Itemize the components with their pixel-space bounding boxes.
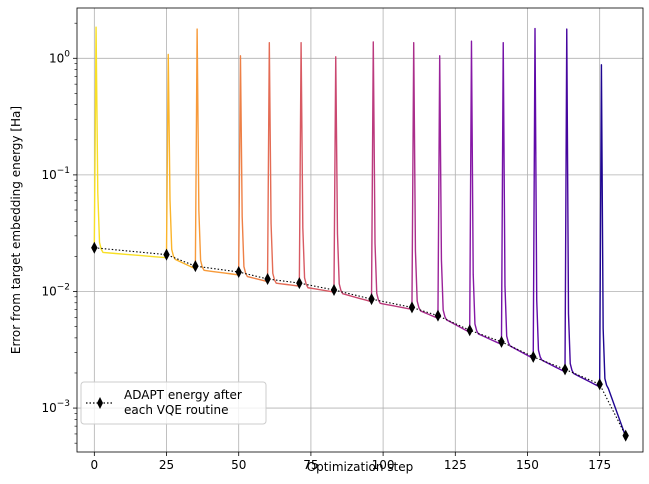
adapt-point-2 xyxy=(192,260,199,273)
adapt-point-6 xyxy=(330,283,338,296)
adapt-point-0 xyxy=(91,241,98,254)
y-tick-label-3: 100 xyxy=(49,49,70,65)
vqe-segment-8 xyxy=(411,42,439,319)
adapt-series xyxy=(91,241,629,442)
adapt-point-13 xyxy=(561,363,569,376)
adapt-point-3 xyxy=(235,265,242,278)
legend-label-line-2: each VQE routine xyxy=(124,403,228,417)
y-tick-label-0: 10−3 xyxy=(41,399,70,415)
legend-box xyxy=(80,381,267,425)
adapt-point-14 xyxy=(596,378,603,391)
adapt-point-10 xyxy=(466,324,473,337)
vqe-segment-7 xyxy=(370,41,413,311)
adapt-point-8 xyxy=(408,301,416,314)
adapt-point-9 xyxy=(434,309,442,322)
vqe-segment-4 xyxy=(266,42,300,287)
vqe-segment-12 xyxy=(532,27,566,373)
vqe-segment-14 xyxy=(598,64,627,437)
vqe-segment-13 xyxy=(564,28,601,388)
adapt-point-12 xyxy=(530,350,537,363)
x-tick-label-7: 175 xyxy=(588,458,611,472)
vqe-segment-3 xyxy=(238,55,268,283)
vqe-segment-0 xyxy=(93,26,167,259)
adapt-point-4 xyxy=(264,272,271,285)
vqe-segment-2 xyxy=(194,28,239,276)
vqe-segment-5 xyxy=(298,42,335,293)
x-tick-label-3: 75 xyxy=(303,458,318,472)
vqe-segment-1 xyxy=(165,53,196,270)
vqe-segment-11 xyxy=(500,42,534,360)
adapt-point-5 xyxy=(296,277,303,290)
plot-frame xyxy=(76,7,644,453)
x-tick-label-4: 100 xyxy=(372,458,395,472)
x-axis: 0 25 50 75 100 125 150 175 xyxy=(91,452,611,472)
x-axis-label: Optimization step xyxy=(307,460,414,474)
adapt-point-7 xyxy=(368,293,375,306)
x-tick-label-2: 50 xyxy=(231,458,246,472)
series-layer xyxy=(93,26,627,437)
adapt-point-11 xyxy=(498,335,505,348)
x-tick-label-0: 0 xyxy=(91,458,99,472)
vqe-segment-6 xyxy=(333,56,372,303)
y-tick-label-1: 10−2 xyxy=(41,282,70,298)
adapt-point-15 xyxy=(622,429,629,442)
x-tick-label-5: 125 xyxy=(444,458,467,472)
x-tick-label-6: 150 xyxy=(516,458,539,472)
y-axis: 10−3 10−2 10−1 100 xyxy=(41,22,77,444)
legend-marker xyxy=(97,397,103,409)
adapt-point-1 xyxy=(163,248,170,261)
y-axis-label: Error from target embedding energy [Ha] xyxy=(9,106,23,354)
x-tick-label-1: 25 xyxy=(159,458,174,472)
legend-label-line-1: ADAPT energy after xyxy=(124,388,242,402)
y-tick-label-2: 10−1 xyxy=(41,166,70,182)
adapt-line xyxy=(94,247,627,436)
legend: ADAPT energy after each VQE routine xyxy=(80,381,267,425)
